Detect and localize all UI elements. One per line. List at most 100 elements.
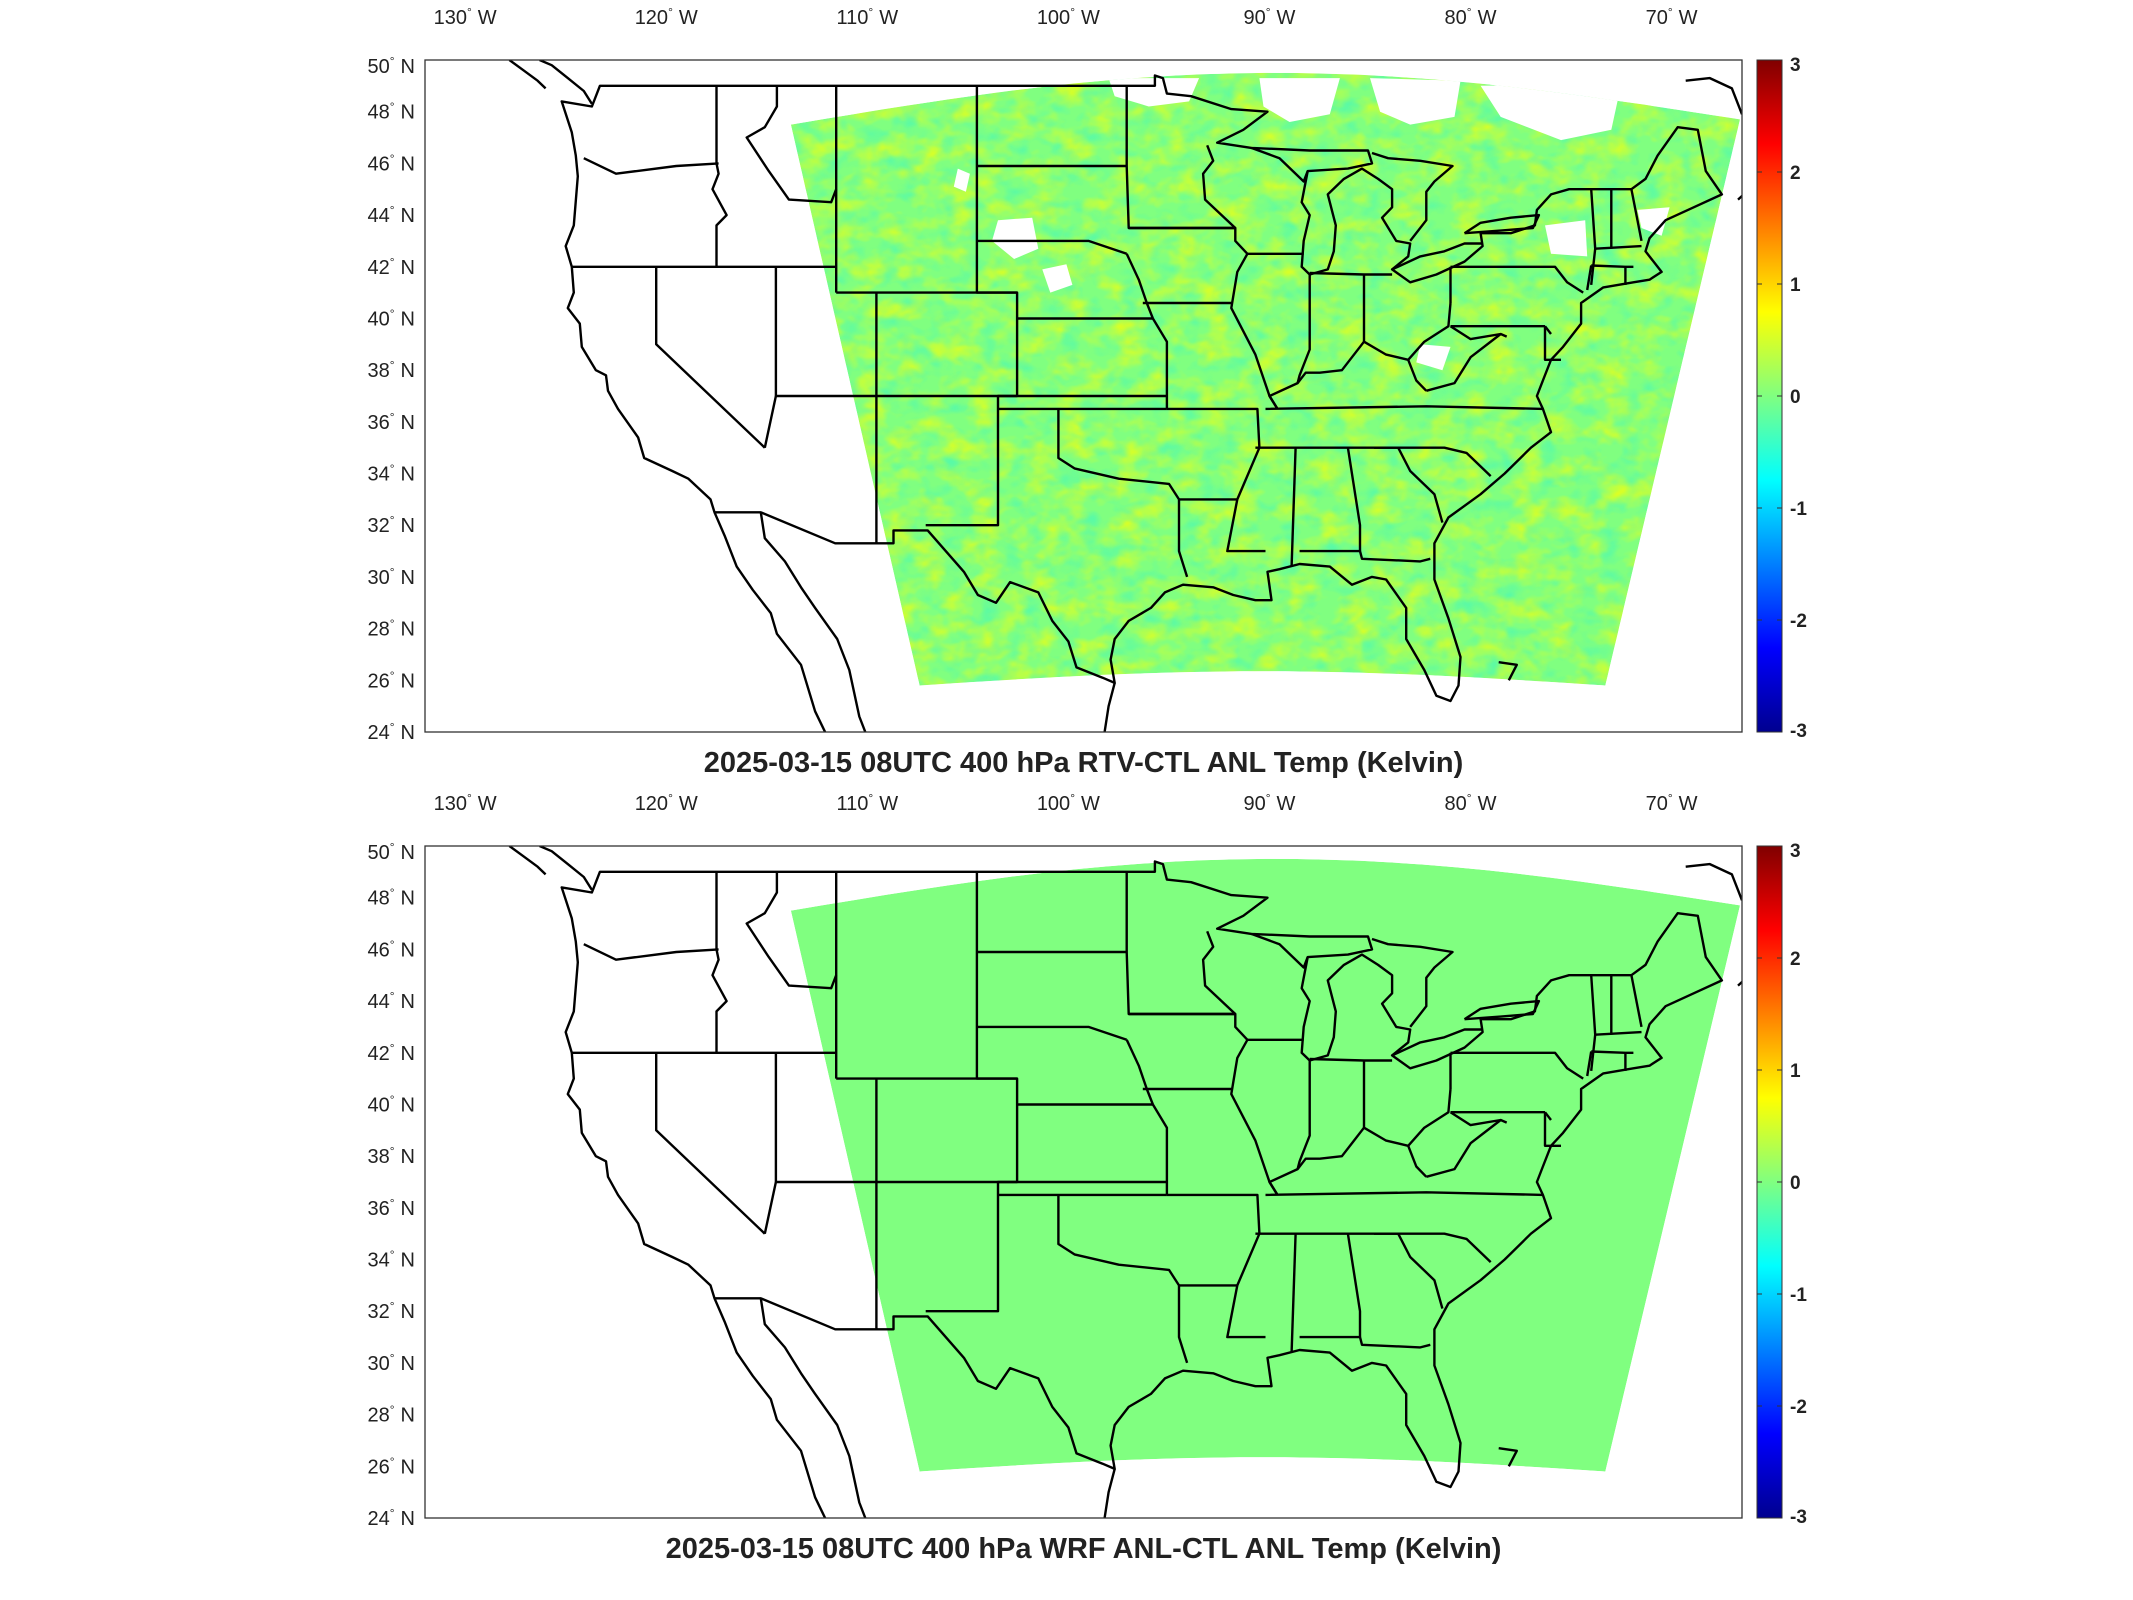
lat-tick-label: 46° N [367, 151, 415, 175]
state-border [1397, 447, 1444, 523]
state-border [1450, 265, 1584, 294]
missing-data-patch [1545, 220, 1588, 257]
state-border [1290, 447, 1297, 567]
state-border [1586, 265, 1593, 291]
colorbar: 3 2 1 0 -1 -2 -3 [1756, 841, 1807, 1528]
lon-tick-label: 130° W [434, 5, 497, 29]
state-border [976, 1025, 1128, 1041]
state-border [1543, 326, 1561, 361]
lat-tick-label: 30° N [367, 565, 415, 589]
lon-tick-label: 100° W [1037, 791, 1100, 815]
colorbar-tick-label: 1 [1790, 1061, 1801, 1082]
state-border [1268, 340, 1428, 410]
map-frame [424, 845, 1743, 1519]
lat-tick-label: 50° N [367, 54, 415, 78]
colorbar-tick-label: -3 [1790, 1507, 1807, 1528]
lon-tick-label: 80° W [1445, 791, 1497, 815]
state-border [1586, 1051, 1593, 1077]
state-border [583, 943, 719, 961]
state-border [1299, 549, 1431, 563]
coastline [1391, 1028, 1483, 1057]
state-border [1265, 1191, 1543, 1197]
state-border [1250, 932, 1309, 969]
coastline [1463, 999, 1541, 1021]
lat-tick-label: 30° N [367, 1351, 415, 1375]
lat-tick-label: 50° N [367, 840, 415, 864]
lat-tick-label: 48° N [367, 886, 415, 910]
state-border [1346, 447, 1362, 552]
lat-tick-label: 34° N [367, 1248, 415, 1272]
state-border [1374, 1232, 1492, 1263]
lat-tick-label: 28° N [367, 1403, 415, 1427]
state-border [1425, 1119, 1502, 1178]
state-border [1591, 1050, 1634, 1054]
coastline [1103, 1468, 1116, 1518]
state-border [763, 395, 778, 448]
state-border [1268, 1126, 1428, 1196]
political-borders [508, 846, 1742, 1518]
coastline [1371, 151, 1454, 242]
missing-data-patch [1259, 78, 1340, 122]
missing-data-patch [1637, 207, 1670, 236]
lat-tick-label: 38° N [367, 358, 415, 382]
coastline [508, 60, 547, 90]
lat-tick-label: 40° N [367, 1092, 415, 1116]
map-panel-rtv: 130° W 120° W 110° W 100° W 90° W 80° W 70° W 50° N 48° N… [367, 5, 1807, 779]
coastline [1685, 862, 1742, 901]
lon-tick-label: 120° W [635, 5, 698, 29]
missing-data-patch [953, 168, 970, 192]
state-border [1128, 1012, 1279, 1196]
lat-tick-label: 26° N [367, 1454, 415, 1478]
lat-tick-label: 44° N [367, 203, 415, 227]
state-border [1591, 264, 1634, 268]
lat-tick-label: 26° N [367, 668, 415, 692]
missing-data-patch [1416, 344, 1451, 371]
map-frame [424, 59, 1743, 733]
lat-tick-label: 28° N [367, 617, 415, 641]
colorbar-tick-label: 2 [1790, 949, 1801, 970]
coastline [1498, 1447, 1518, 1467]
coastline [713, 1297, 827, 1518]
state-border [1595, 1030, 1642, 1036]
state-border [1296, 274, 1311, 384]
missing-data-patch [1480, 83, 1622, 141]
colorbar: 3 2 1 0 -1 -2 -3 [1756, 55, 1807, 742]
state-border [976, 239, 1128, 255]
field-cool-anomalies [790, 72, 1740, 686]
lon-tick-label: 110° W [837, 791, 899, 815]
state-border [1166, 1193, 1266, 1339]
state-border [1128, 226, 1279, 410]
colorbar-tick-label: 3 [1790, 55, 1801, 76]
state-border [1125, 253, 1169, 409]
state-border [1543, 1112, 1561, 1147]
lon-tick-label: 120° W [635, 791, 698, 815]
state-border [1290, 1233, 1297, 1353]
lat-tick-label: 40° N [367, 306, 415, 330]
lon-tick-label: 130° W [434, 791, 497, 815]
missing-data-patch [992, 217, 1039, 259]
lat-tick-label: 24° N [367, 1506, 415, 1530]
state-border [1544, 1111, 1552, 1121]
colorbar-tick-label: 0 [1790, 1173, 1801, 1194]
colorbar-tick-label: 0 [1790, 387, 1801, 408]
state-border [1544, 325, 1552, 335]
state-border [1299, 1335, 1431, 1349]
lon-tick-label: 70° W [1646, 5, 1698, 29]
lon-tick-label: 80° W [1445, 5, 1497, 29]
state-border [1250, 146, 1309, 183]
state-border [711, 85, 728, 267]
state-border [745, 871, 838, 990]
state-border [1630, 188, 1643, 242]
panel-title: 2025-03-15 08UTC 400 hPa WRF ANL-CTL ANL… [666, 1533, 1502, 1565]
state-border [655, 1052, 766, 1235]
coastline [1685, 76, 1742, 115]
colorbar-tick-label: 1 [1790, 275, 1801, 296]
coastline [560, 860, 1724, 1489]
lon-tick-label: 110° W [837, 5, 899, 29]
coastline [1463, 213, 1541, 235]
temperature-field [790, 858, 1740, 1472]
state-border [583, 157, 719, 175]
state-border [1449, 1111, 1508, 1127]
colorbar-tick-label: -3 [1790, 721, 1807, 742]
